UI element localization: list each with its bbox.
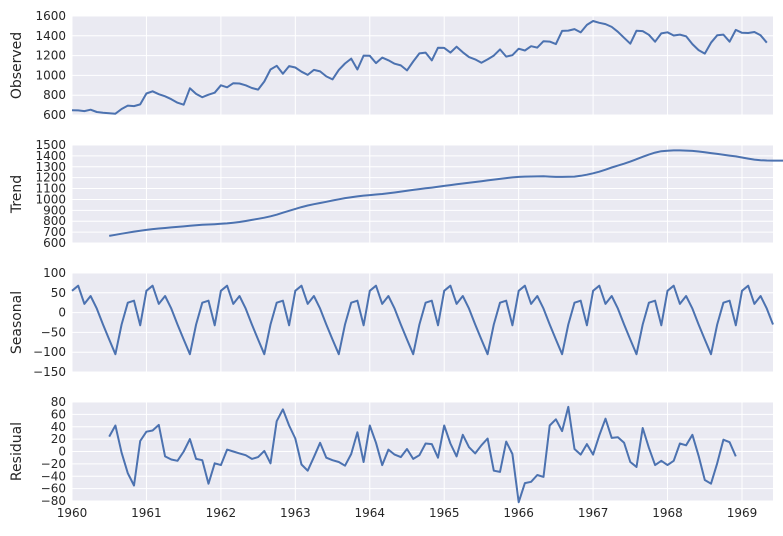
y-tick-label: 900 [43,203,66,217]
y-tick-label: −20 [41,457,66,471]
y-tick-label: 1000 [35,68,66,82]
y-tick-label: 1400 [35,29,66,43]
y-tick-label: 1500 [35,138,66,152]
y-tick-label: −60 [41,482,66,496]
y-tick-label: 1200 [35,49,66,63]
y-tick-label: −80 [41,494,66,508]
x-tick-label: 1960 [57,506,88,520]
y-tick-label: −50 [41,325,66,339]
y-tick-label: 600 [43,108,66,122]
y-tick-label: 1300 [35,160,66,174]
y-tick-label: −150 [33,365,66,379]
plot-background [72,16,773,115]
y-tick-label: 100 [43,266,66,280]
y-tick-label: 20 [51,432,66,446]
series-line-residual [108,405,737,504]
panel-observed: 600 800 1000 1200 1400 1600 Observed [9,9,773,122]
y-tick-label: 50 [51,286,66,300]
series-line-seasonal [71,284,774,356]
y-tick-label: 0 [58,445,66,459]
series-line-trend [109,149,783,237]
y-tick-label: 1100 [35,182,66,196]
y-tick-label: 60 [51,407,66,421]
y-tick-label: 700 [43,225,66,239]
x-tick-label: 1969 [727,506,758,520]
x-tick-label: 1967 [578,506,609,520]
y-tick-label: 1600 [35,9,66,23]
y-tick-label: −100 [33,345,66,359]
y-tick-label: 0 [58,306,66,320]
y-axis-label: Seasonal [9,291,25,354]
x-tick-label: 1968 [652,506,683,520]
x-tick-label: 1965 [429,506,460,520]
y-tick-label: 600 [43,236,66,250]
y-tick-label: 1200 [35,171,66,185]
y-axis-label: Observed [9,32,25,99]
panel-seasonal: −150 −100 −50 0 50 100 Seasonal [9,266,774,379]
y-tick-label: 1400 [35,149,66,163]
y-tick-label: 800 [43,214,66,228]
x-tick-label: 1966 [503,506,534,520]
y-axis-label: Residual [9,422,25,481]
y-axis-label: Trend [9,175,25,214]
x-tick-label: 1961 [131,506,162,520]
x-tick-label: 1964 [354,506,385,520]
plot-background [72,273,773,372]
x-tick-label: 1963 [280,506,311,520]
y-tick-label: 80 [51,395,66,409]
x-tick-label: 1962 [206,506,237,520]
y-tick-label: −40 [41,469,66,483]
y-tick-label: 800 [43,88,66,102]
series-line-observed [71,20,768,115]
y-tick-label: 40 [51,420,66,434]
y-tick-label: 1000 [35,192,66,206]
